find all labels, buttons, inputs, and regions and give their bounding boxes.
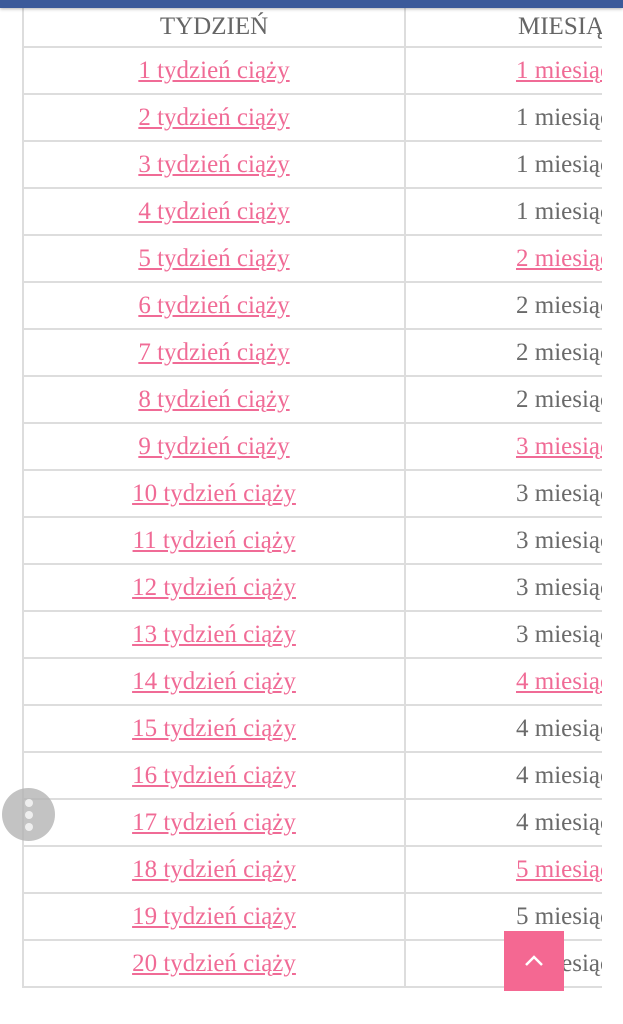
header-week: TYDZIEŃ	[22, 8, 406, 48]
table-row: 14 tydzień ciąży 4 miesiąc	[22, 657, 602, 706]
table-row: 3 tydzień ciąży 1 miesiąc	[22, 140, 602, 189]
week-link[interactable]: 20 tydzień ciąży	[132, 949, 296, 977]
pregnancy-week-table-container[interactable]: TYDZIEŃ MIESIĄC 1 tydzień ciąży 1 miesiąc…	[22, 8, 602, 988]
month-link[interactable]: 3 miesiąc	[516, 432, 602, 460]
scroll-to-top-button[interactable]	[504, 931, 564, 991]
table-row: 18 tydzień ciąży 5 miesiąc	[22, 845, 602, 894]
table-row: 8 tydzień ciąży 2 miesiąc	[22, 375, 602, 424]
table-row: 16 tydzień ciąży 4 miesiąc	[22, 751, 602, 800]
month-text: 3 miesiąc	[516, 479, 602, 507]
table-row: 9 tydzień ciąży 3 miesiąc	[22, 422, 602, 471]
more-vertical-icon	[24, 798, 33, 807]
month-text: 3 miesiąc	[516, 573, 602, 601]
table-header-row: TYDZIEŃ MIESIĄC	[22, 8, 602, 48]
more-options-button[interactable]	[2, 788, 55, 841]
month-text: 5 miesiąc	[516, 902, 602, 930]
month-link[interactable]: 4 miesiąc	[516, 667, 602, 695]
week-link[interactable]: 13 tydzień ciąży	[132, 620, 296, 648]
chevron-up-icon	[525, 955, 543, 966]
table-row: 2 tydzień ciąży 1 miesiąc	[22, 93, 602, 142]
month-text: 4 miesiąc	[516, 761, 602, 789]
month-text: 1 miesiąc	[516, 150, 602, 178]
month-text: 4 miesiąc	[516, 808, 602, 836]
table-row: 11 tydzień ciąży 3 miesiąc	[22, 516, 602, 565]
table-row: 10 tydzień ciąży 3 miesiąc	[22, 469, 602, 518]
week-link[interactable]: 11 tydzień ciąży	[132, 526, 296, 554]
week-link[interactable]: 16 tydzień ciąży	[132, 761, 296, 789]
table-row: 19 tydzień ciąży 5 miesiąc	[22, 892, 602, 941]
month-text: 2 miesiąc	[516, 338, 602, 366]
week-link[interactable]: 8 tydzień ciąży	[138, 385, 290, 413]
table-row: 1 tydzień ciąży 1 miesiąc	[22, 46, 602, 95]
month-link[interactable]: 2 miesiąc	[516, 244, 602, 272]
week-link[interactable]: 1 tydzień ciąży	[138, 56, 290, 84]
week-link[interactable]: 5 tydzień ciąży	[138, 244, 290, 272]
month-text: 2 miesiąc	[516, 291, 602, 319]
week-link[interactable]: 2 tydzień ciąży	[138, 103, 290, 131]
week-link[interactable]: 17 tydzień ciąży	[132, 808, 296, 836]
week-link[interactable]: 12 tydzień ciąży	[132, 573, 296, 601]
week-link[interactable]: 19 tydzień ciąży	[132, 902, 296, 930]
week-link[interactable]: 4 tydzień ciąży	[138, 197, 290, 225]
week-link[interactable]: 6 tydzień ciąży	[138, 291, 290, 319]
table-row: 4 tydzień ciąży 1 miesiąc	[22, 187, 602, 236]
month-text: 4 miesiąc	[516, 714, 602, 742]
week-link[interactable]: 3 tydzień ciąży	[138, 150, 290, 178]
month-text: 1 miesiąc	[516, 197, 602, 225]
week-link[interactable]: 18 tydzień ciąży	[132, 855, 296, 883]
table-row: 12 tydzień ciąży 3 miesiąc	[22, 563, 602, 612]
pregnancy-week-table: TYDZIEŃ MIESIĄC 1 tydzień ciąży 1 miesiąc…	[22, 8, 602, 988]
month-link[interactable]: 1 miesiąc	[516, 56, 602, 84]
week-link[interactable]: 10 tydzień ciąży	[132, 479, 296, 507]
month-text: 1 miesiąc	[516, 103, 602, 131]
month-text: 2 miesiąc	[516, 385, 602, 413]
table-row: 13 tydzień ciąży 3 miesiąc	[22, 610, 602, 659]
top-bar	[0, 0, 623, 8]
month-link[interactable]: 5 miesiąc	[516, 855, 602, 883]
week-link[interactable]: 15 tydzień ciąży	[132, 714, 296, 742]
week-link[interactable]: 7 tydzień ciąży	[138, 338, 290, 366]
table-row: 5 tydzień ciąży 2 miesiąc	[22, 234, 602, 283]
table-row: 17 tydzień ciąży 4 miesiąc	[22, 798, 602, 847]
month-text: 3 miesiąc	[516, 526, 602, 554]
week-link[interactable]: 9 tydzień ciąży	[138, 432, 290, 460]
table-row: 6 tydzień ciąży 2 miesiąc	[22, 281, 602, 330]
table-row: 7 tydzień ciąży 2 miesiąc	[22, 328, 602, 377]
week-link[interactable]: 14 tydzień ciąży	[132, 667, 296, 695]
month-text: 3 miesiąc	[516, 620, 602, 648]
table-row: 15 tydzień ciąży 4 miesiąc	[22, 704, 602, 753]
header-month: MIESIĄC	[404, 8, 602, 48]
